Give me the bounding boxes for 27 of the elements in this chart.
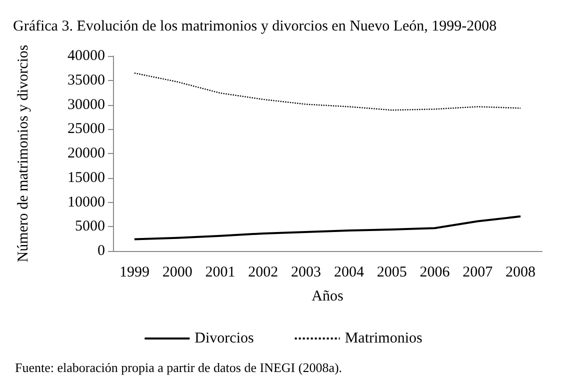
x-tick-label: 2005: [376, 264, 407, 280]
chart-title: Gráfica 3. Evolución de los matrimonios y divorcios en Nuevo León, 1999-2008: [13, 18, 497, 34]
y-tick-label: 40000: [68, 48, 105, 64]
x-tick-label: 2008: [506, 264, 536, 280]
x-tick-label: 2002: [248, 264, 278, 280]
y-tick-label: 20000: [68, 146, 105, 162]
x-tick-label: 2004: [334, 264, 364, 280]
y-tick-label: 5000: [75, 218, 105, 235]
y-axis-title: Número de matrimonios y divorcios: [16, 44, 32, 262]
y-tick-label: 0: [98, 243, 105, 259]
x-tick-label: 2000: [162, 264, 192, 280]
y-tick-label: 35000: [68, 72, 105, 88]
y-tick-label: 30000: [68, 96, 105, 113]
line-series: [134, 72, 522, 111]
source-note: Fuente: elaboración propia a partir de datos de INEGI (2008a).: [15, 360, 342, 375]
x-tick-label: 1999: [119, 264, 150, 280]
y-tick-label: 25000: [68, 121, 105, 138]
x-tick-label: 2007: [462, 264, 494, 280]
y-tick-label: 15000: [68, 170, 105, 186]
legend-label: Matrimonios: [344, 330, 422, 346]
x-tick-label: 2001: [205, 264, 236, 280]
x-tick-label: 2006: [420, 264, 450, 280]
x-axis-title: Años: [312, 288, 344, 304]
x-tick-label: 2003: [291, 264, 322, 280]
y-tick-label: 10000: [68, 194, 105, 210]
legend-label: Divorcios: [194, 330, 254, 346]
line-series: [133, 215, 522, 240]
